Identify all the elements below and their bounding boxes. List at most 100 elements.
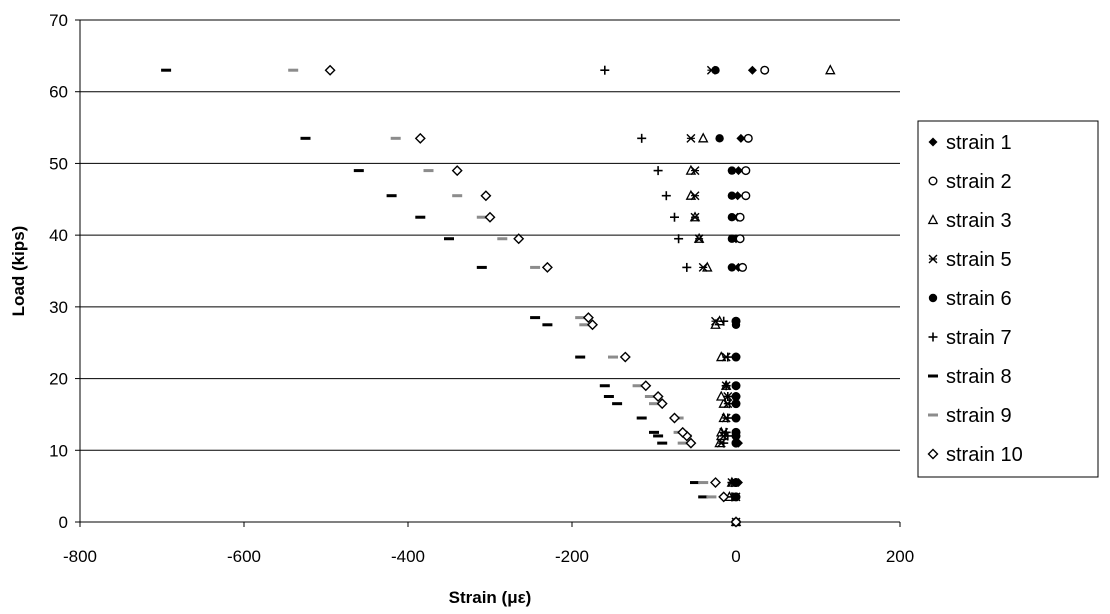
data-point xyxy=(677,441,688,445)
series-strain-10 xyxy=(324,64,742,528)
data-point xyxy=(649,430,659,434)
data-point xyxy=(451,165,463,177)
data-point xyxy=(649,402,659,406)
data-point xyxy=(723,413,733,423)
x-tick-label: 200 xyxy=(886,547,914,566)
data-point xyxy=(721,427,731,437)
data-point xyxy=(353,169,364,173)
y-tick-label: 50 xyxy=(49,154,68,173)
data-point xyxy=(738,262,748,272)
data-point xyxy=(715,134,724,143)
data-point xyxy=(386,194,397,198)
legend: strain 1 strain 2 strain 3 strain 5 strain 6… xyxy=(917,120,1099,478)
series-strain-7 xyxy=(600,65,741,527)
data-point xyxy=(423,169,434,173)
data-point xyxy=(513,233,525,245)
data-point xyxy=(415,215,426,219)
data-point xyxy=(652,391,664,402)
data-point xyxy=(480,190,492,202)
legend-marker xyxy=(928,176,938,186)
data-point xyxy=(677,426,689,438)
data-point xyxy=(579,323,590,327)
legend-label: strain 1 xyxy=(946,132,1012,154)
legend-items: strain 1 strain 2 strain 3 strain 5 strain 6… xyxy=(927,132,1023,466)
data-point xyxy=(686,133,696,143)
legend-marker xyxy=(928,137,938,147)
data-point xyxy=(599,384,610,388)
data-point xyxy=(731,428,741,437)
data-point xyxy=(711,316,720,326)
y-axis-title: Load (kips) xyxy=(9,226,28,317)
x-axis-title: Strain (με) xyxy=(449,588,532,607)
gridlines xyxy=(80,19,900,451)
data-point xyxy=(698,495,709,499)
data-point xyxy=(685,437,697,449)
data-point xyxy=(612,402,623,406)
data-point xyxy=(727,234,737,243)
data-point xyxy=(727,263,737,272)
y-tick-label: 60 xyxy=(49,83,68,102)
data-point xyxy=(637,133,647,143)
data-point xyxy=(690,166,700,176)
data-point xyxy=(497,237,508,241)
data-point xyxy=(741,166,751,176)
data-point xyxy=(735,234,745,244)
data-point xyxy=(690,212,700,222)
data-point xyxy=(476,215,487,219)
legend-label: strain 2 xyxy=(946,171,1012,193)
data-point xyxy=(697,132,709,143)
data-point xyxy=(719,316,729,326)
y-tick-label: 70 xyxy=(49,11,68,30)
data-point xyxy=(600,65,610,75)
legend-box xyxy=(917,120,1099,478)
data-point xyxy=(711,66,720,75)
data-point xyxy=(710,477,721,489)
data-point xyxy=(733,166,743,176)
data-point xyxy=(736,133,746,143)
legend-marker xyxy=(928,332,938,342)
axes xyxy=(79,20,900,523)
data-point xyxy=(619,351,631,363)
data-point xyxy=(575,355,586,359)
data-point xyxy=(706,495,717,499)
data-point xyxy=(727,478,737,488)
data-point xyxy=(825,64,836,75)
data-point xyxy=(723,352,733,362)
legend-marker xyxy=(928,254,938,264)
data-point xyxy=(444,237,454,241)
data-point xyxy=(731,413,741,423)
legend-marker xyxy=(928,374,938,378)
data-point xyxy=(682,262,692,272)
data-point xyxy=(690,191,700,201)
data-point xyxy=(653,166,663,176)
data-point xyxy=(530,265,541,269)
data-point xyxy=(731,399,741,408)
data-points xyxy=(161,64,836,528)
data-point xyxy=(727,213,737,222)
data-point xyxy=(161,68,172,72)
data-point xyxy=(530,316,541,320)
y-tick-label: 10 xyxy=(49,441,68,460)
data-point xyxy=(718,491,730,503)
data-point xyxy=(288,68,299,72)
x-tick-label: -800 xyxy=(63,547,97,566)
legend-marker xyxy=(928,293,938,303)
data-point xyxy=(300,136,311,140)
data-point xyxy=(582,312,594,324)
data-point xyxy=(731,392,741,401)
legend-marker xyxy=(927,214,939,225)
data-point xyxy=(735,212,745,222)
data-point xyxy=(719,438,729,448)
data-point xyxy=(484,211,496,223)
legend-label: strain 10 xyxy=(946,444,1023,466)
y-tick-labels: 0 10 20 30 40 50 60 70 xyxy=(49,11,80,532)
data-point xyxy=(640,380,652,392)
data-point xyxy=(674,234,684,244)
data-point xyxy=(721,381,731,391)
data-point xyxy=(727,166,737,175)
x-tick-label: -400 xyxy=(391,547,425,566)
data-point xyxy=(747,65,757,75)
legend-label: strain 8 xyxy=(946,366,1012,388)
data-point xyxy=(723,392,733,401)
